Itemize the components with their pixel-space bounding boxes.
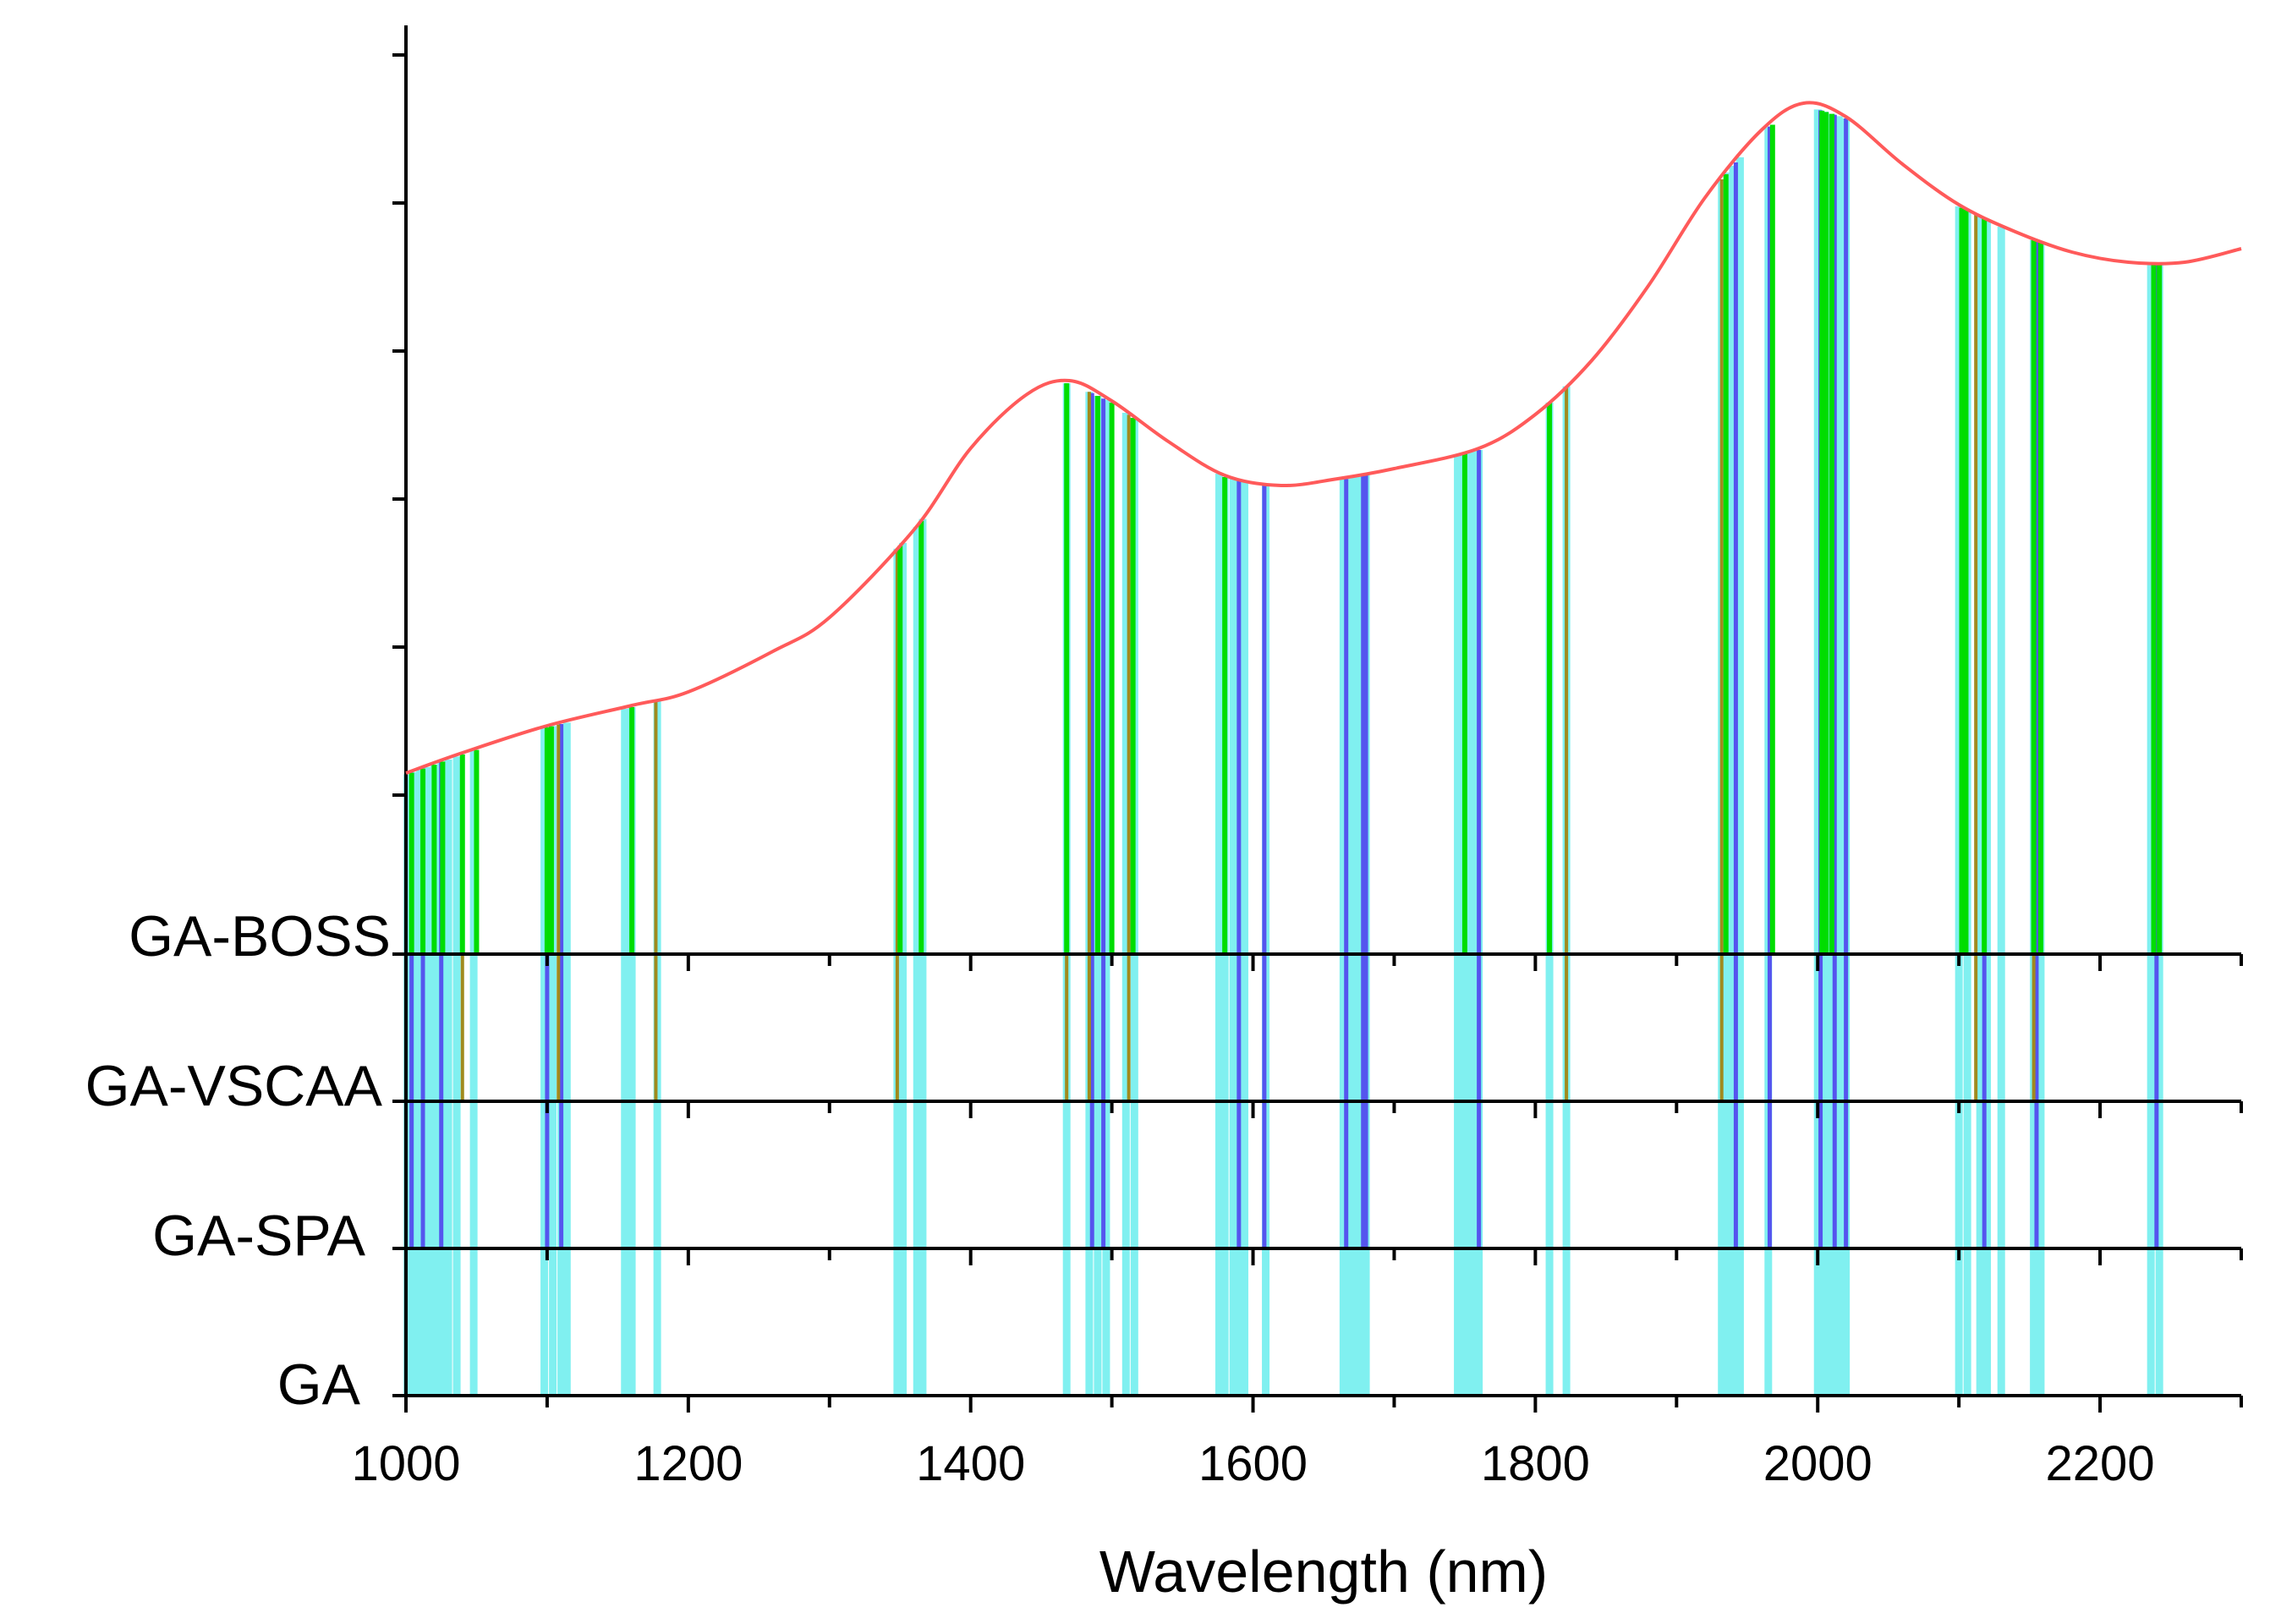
x-tick-label: 1200 (633, 1436, 743, 1491)
selection-markers (403, 109, 2163, 1396)
axes (392, 25, 2243, 1413)
row-label-ga-spa: GA-SPA (152, 1204, 366, 1268)
x-tick-label: 1600 (1198, 1436, 1308, 1491)
spectrum-line (405, 101, 2242, 775)
row-label-ga: GA (277, 1352, 361, 1417)
spectrum-line-group (405, 101, 2242, 775)
row-label-ga-boss: GA-BOSS (129, 904, 391, 968)
x-tick-label: 2200 (2046, 1436, 2155, 1491)
x-axis-title: Wavelength (nm) (1099, 1539, 1548, 1605)
x-tick-label: 1400 (916, 1436, 1025, 1491)
labels: GA-BOSS GA-VSCAA GA-SPA GA 1000 1200 140… (85, 904, 2155, 1605)
row-label-ga-vscaa: GA-VSCAA (85, 1054, 383, 1118)
x-tick-label: 2000 (1763, 1436, 1872, 1491)
x-tick-label: 1000 (351, 1436, 460, 1491)
x-tick-label: 1800 (1481, 1436, 1590, 1491)
